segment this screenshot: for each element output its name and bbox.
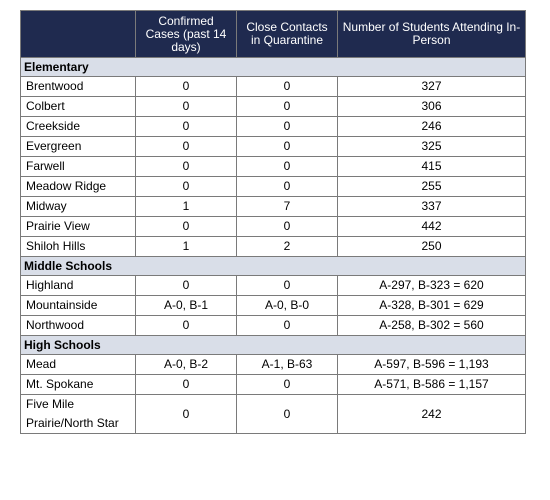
table-body: Elementary Brentwood 0 0 327 Colbert 0 0 306 Cree…: [20, 57, 526, 434]
close-contacts-cell: 0: [236, 275, 338, 296]
close-contacts-cell: A-0, B-0: [236, 295, 338, 316]
students-attending-cell: 415: [337, 156, 526, 177]
close-contacts-cell: 7: [236, 196, 338, 217]
close-contacts-cell: 0: [236, 156, 338, 177]
close-contacts-cell: 0: [236, 176, 338, 197]
school-name-cell: Evergreen: [20, 136, 136, 157]
section-title: Elementary: [20, 57, 526, 77]
table-row: Evergreen 0 0 325: [20, 136, 526, 157]
close-contacts-cell: A-1, B-63: [236, 354, 338, 375]
students-attending-cell: 242: [337, 394, 526, 434]
table-row: Five Mile Prairie/North Star 0 0 242: [20, 394, 526, 434]
table-row: Brentwood 0 0 327: [20, 76, 526, 97]
close-contacts-cell: 0: [236, 96, 338, 117]
table-row: Shiloh Hills 1 2 250: [20, 236, 526, 257]
students-attending-cell: 306: [337, 96, 526, 117]
school-name-cell: Shiloh Hills: [20, 236, 136, 257]
close-contacts-cell: 0: [236, 394, 338, 434]
table-row: Colbert 0 0 306: [20, 96, 526, 117]
confirmed-cases-cell: A-0, B-1: [135, 295, 237, 316]
header-school: [20, 10, 136, 58]
close-contacts-cell: 2: [236, 236, 338, 257]
table-row: Creekside 0 0 246: [20, 116, 526, 137]
close-contacts-cell: 0: [236, 116, 338, 137]
students-attending-cell: 442: [337, 216, 526, 237]
table-row: Meadow Ridge 0 0 255: [20, 176, 526, 197]
students-attending-cell: 327: [337, 76, 526, 97]
confirmed-cases-cell: A-0, B-2: [135, 354, 237, 375]
school-name-cell: Five Mile Prairie/North Star: [20, 394, 136, 434]
school-name-cell: Prairie View: [20, 216, 136, 237]
section-header: Elementary: [20, 57, 526, 77]
school-name-cell: Creekside: [20, 116, 136, 137]
school-name-cell: Mountainside: [20, 295, 136, 316]
table-row: Farwell 0 0 415: [20, 156, 526, 177]
school-name-cell: Highland: [20, 275, 136, 296]
school-name-cell: Meadow Ridge: [20, 176, 136, 197]
table-row: Midway 1 7 337: [20, 196, 526, 217]
students-attending-cell: A-571, B-586 = 1,157: [337, 374, 526, 395]
students-attending-cell: A-297, B-323 = 620: [337, 275, 526, 296]
school-name-cell: Mead: [20, 354, 136, 375]
close-contacts-cell: 0: [236, 76, 338, 97]
covid-cases-table: Confirmed Cases (past 14 days) Close Con…: [20, 10, 526, 434]
school-name-cell: Midway: [20, 196, 136, 217]
students-attending-cell: A-597, B-596 = 1,193: [337, 354, 526, 375]
confirmed-cases-cell: 0: [135, 96, 237, 117]
students-attending-cell: A-328, B-301 = 629: [337, 295, 526, 316]
confirmed-cases-cell: 0: [135, 76, 237, 97]
students-attending-cell: 337: [337, 196, 526, 217]
table-row: Mt. Spokane 0 0 A-571, B-586 = 1,157: [20, 374, 526, 395]
table-row: Northwood 0 0 A-258, B-302 = 560: [20, 315, 526, 336]
confirmed-cases-cell: 0: [135, 156, 237, 177]
table-row: Mountainside A-0, B-1 A-0, B-0 A-328, B-301…: [20, 295, 526, 316]
close-contacts-cell: 0: [236, 315, 338, 336]
confirmed-cases-cell: 1: [135, 196, 237, 217]
school-name-cell: Colbert: [20, 96, 136, 117]
school-name-cell: Mt. Spokane: [20, 374, 136, 395]
confirmed-cases-cell: 0: [135, 116, 237, 137]
school-name-cell: Brentwood: [20, 76, 136, 97]
students-attending-cell: 246: [337, 116, 526, 137]
header-confirmed-cases: Confirmed Cases (past 14 days): [135, 10, 237, 58]
header-students-attending: Number of Students Attending In-Person: [337, 10, 526, 58]
confirmed-cases-cell: 0: [135, 216, 237, 237]
table-row: Highland 0 0 A-297, B-323 = 620: [20, 275, 526, 296]
close-contacts-cell: 0: [236, 216, 338, 237]
section-title: High Schools: [20, 335, 526, 355]
confirmed-cases-cell: 1: [135, 236, 237, 257]
section-header: High Schools: [20, 335, 526, 355]
section-title: Middle Schools: [20, 256, 526, 276]
section-header: Middle Schools: [20, 256, 526, 276]
confirmed-cases-cell: 0: [135, 136, 237, 157]
students-attending-cell: 250: [337, 236, 526, 257]
header-close-contacts: Close Contacts in Quarantine: [236, 10, 338, 58]
confirmed-cases-cell: 0: [135, 176, 237, 197]
confirmed-cases-cell: 0: [135, 374, 237, 395]
header-row: Confirmed Cases (past 14 days) Close Con…: [20, 10, 526, 58]
school-name-cell: Northwood: [20, 315, 136, 336]
students-attending-cell: 325: [337, 136, 526, 157]
confirmed-cases-cell: 0: [135, 394, 237, 434]
close-contacts-cell: 0: [236, 136, 338, 157]
close-contacts-cell: 0: [236, 374, 338, 395]
students-attending-cell: 255: [337, 176, 526, 197]
students-attending-cell: A-258, B-302 = 560: [337, 315, 526, 336]
table-row: Prairie View 0 0 442: [20, 216, 526, 237]
confirmed-cases-cell: 0: [135, 315, 237, 336]
table-row: Mead A-0, B-2 A-1, B-63 A-597, B-596 = 1,19…: [20, 354, 526, 375]
school-name-cell: Farwell: [20, 156, 136, 177]
confirmed-cases-cell: 0: [135, 275, 237, 296]
